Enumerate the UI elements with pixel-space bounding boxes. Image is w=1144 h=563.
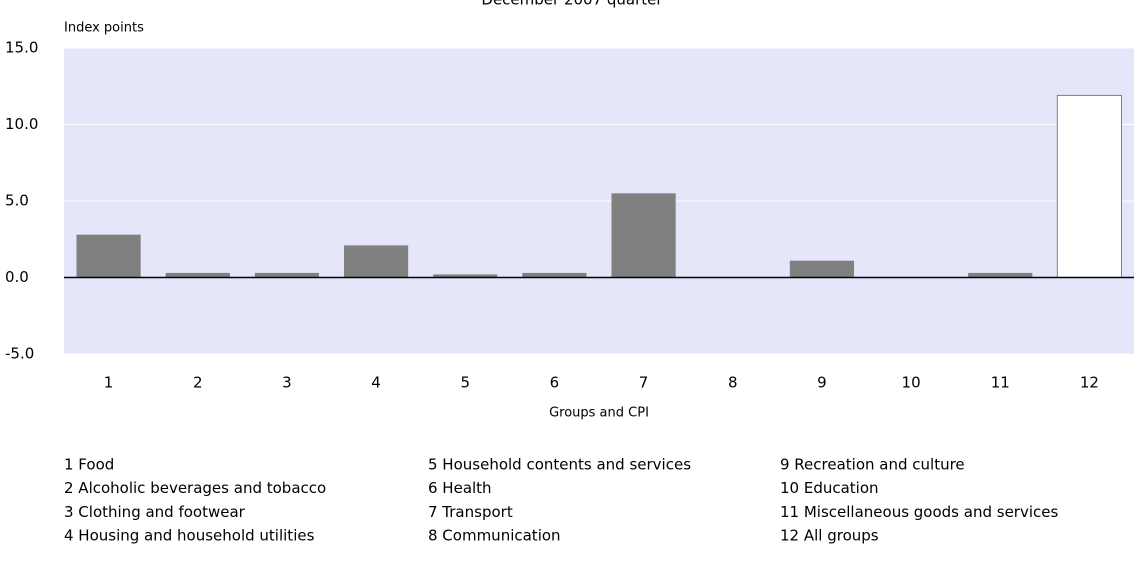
y-tick-label: 10.0	[5, 115, 38, 133]
y-tick-label: 5.0	[5, 192, 29, 210]
x-tick-label: 2	[193, 374, 203, 392]
legend-item: 8 Communication	[428, 527, 561, 545]
legend-item: 2 Alcoholic beverages and tobacco	[64, 479, 326, 497]
x-tick-label: 6	[550, 374, 560, 392]
x-tick-label: 11	[991, 374, 1010, 392]
bar	[254, 272, 320, 278]
bar	[789, 260, 855, 278]
bar	[968, 272, 1033, 278]
y-tick-label: 0.0	[5, 268, 29, 286]
bar	[433, 274, 498, 278]
y-tick-label: -5.0	[5, 345, 34, 363]
x-tick-label: 8	[728, 374, 738, 392]
legend-item: 7 Transport	[428, 503, 513, 521]
y-axis-label: Index points	[64, 21, 144, 36]
x-tick-label: 9	[817, 374, 827, 392]
legend-item: 12 All groups	[780, 527, 879, 545]
legend-item: 3 Clothing and footwear	[64, 503, 246, 521]
x-tick-label: 3	[282, 374, 292, 392]
bar	[165, 272, 230, 278]
x-tick-label: 10	[902, 374, 921, 392]
x-tick-label: 4	[371, 374, 381, 392]
bar	[522, 272, 587, 278]
legend-item: 9 Recreation and culture	[780, 456, 965, 474]
bar	[76, 234, 141, 278]
legend-item: 1 Food	[64, 456, 114, 474]
legend-item: 4 Housing and household utilities	[64, 527, 315, 545]
legend-item: 11 Miscellaneous goods and services	[780, 503, 1058, 521]
x-tick-label: 1	[104, 374, 114, 392]
x-tick-label: 5	[460, 374, 470, 392]
y-tick-label: 15.0	[5, 39, 38, 57]
x-tick-label: 7	[639, 374, 649, 392]
legend-item: 10 Education	[780, 479, 879, 497]
x-axis-label: Groups and CPI	[549, 406, 649, 421]
bar	[1056, 94, 1123, 279]
bar	[611, 193, 676, 278]
legend-item: 5 Household contents and services	[428, 456, 691, 474]
chart-title: December 2007 quarter	[481, 0, 663, 9]
legend-item: 6 Health	[428, 479, 492, 497]
bar	[343, 245, 409, 278]
x-tick-label: 12	[1080, 374, 1099, 392]
